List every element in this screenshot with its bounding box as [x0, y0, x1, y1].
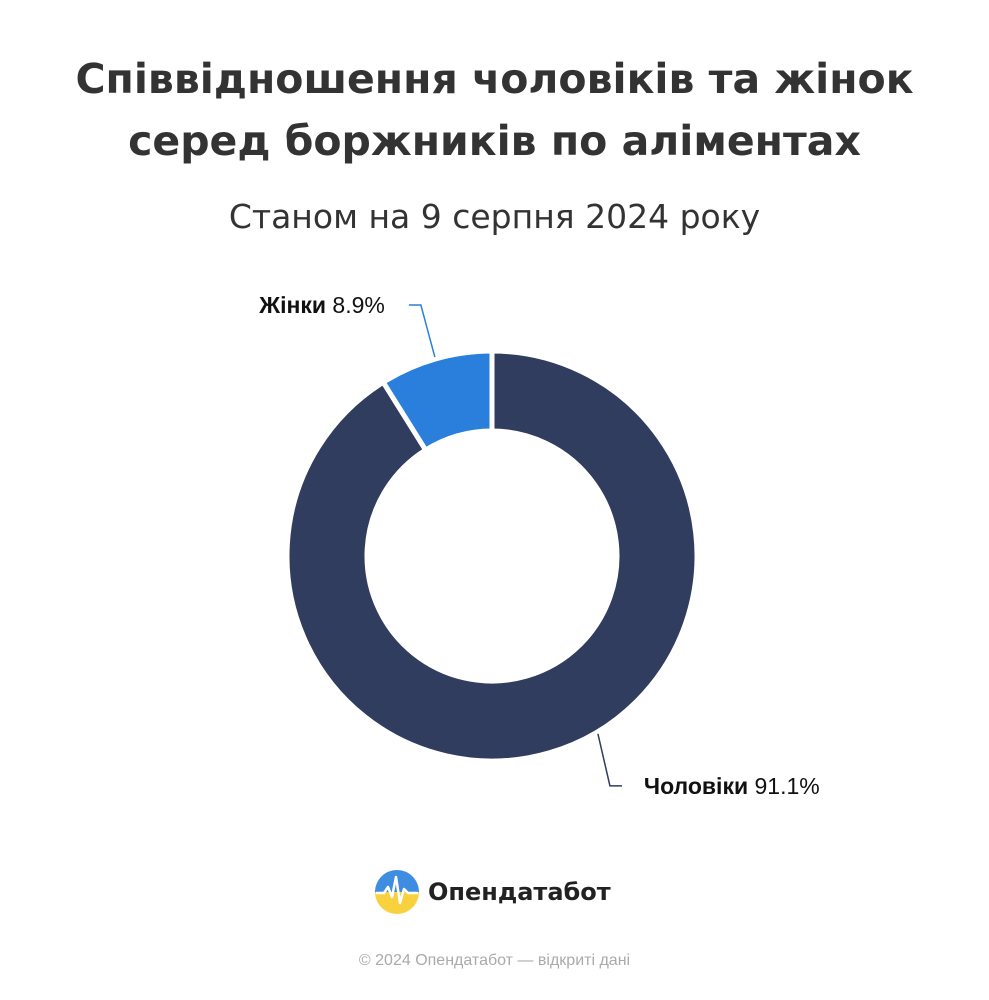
title-line-1: Співвідношення чоловіків та жінок [75, 55, 914, 103]
logo-text: Опендатабот [428, 878, 611, 906]
opendatabot-logo-icon [375, 870, 419, 914]
label-name-women: Жінки [258, 292, 326, 318]
data-label-men: Чоловіки 91.1% [644, 773, 820, 799]
chart-subtitle: Станом на 9 серпня 2024 року [228, 197, 761, 236]
title-line-2: серед боржників по аліментах [128, 117, 861, 165]
brand-logo: Опендатабот [374, 868, 611, 916]
slice-men[interactable] [284, 348, 700, 764]
slice-women[interactable] [380, 348, 495, 453]
data-label-women: Жінки 8.9% [258, 292, 385, 318]
label-name-men: Чоловіки [644, 773, 748, 799]
label-value-women: 8.9% [326, 292, 385, 318]
leader-line-men [597, 733, 622, 787]
copyright-text: © 2024 Опендатабот — відкриті дані [358, 952, 631, 969]
label-value-men: 91.1% [748, 773, 820, 799]
leader-line-women [408, 304, 436, 358]
chart-title: Співвідношення чоловіків та жінок серед … [0, 48, 989, 172]
